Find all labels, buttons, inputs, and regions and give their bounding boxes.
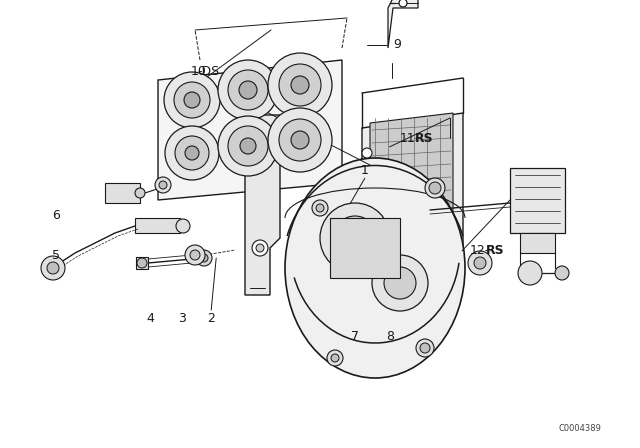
Circle shape (279, 64, 321, 106)
Polygon shape (136, 257, 148, 269)
Text: 1: 1 (361, 164, 369, 177)
Text: RS: RS (486, 244, 504, 258)
Circle shape (228, 70, 268, 110)
Text: 4: 4 (147, 311, 154, 325)
Circle shape (518, 261, 542, 285)
Circle shape (333, 216, 377, 260)
Ellipse shape (285, 158, 465, 378)
Circle shape (279, 119, 321, 161)
Circle shape (555, 266, 569, 280)
Circle shape (331, 354, 339, 362)
Polygon shape (510, 168, 565, 233)
Text: 10: 10 (191, 65, 206, 78)
Circle shape (420, 343, 430, 353)
Circle shape (164, 72, 220, 128)
Text: 9: 9 (393, 38, 401, 52)
Circle shape (416, 339, 434, 357)
Circle shape (218, 116, 278, 176)
Circle shape (316, 204, 324, 212)
Circle shape (291, 131, 309, 149)
Circle shape (372, 255, 428, 311)
Circle shape (291, 76, 309, 94)
Circle shape (47, 262, 59, 274)
Circle shape (196, 250, 212, 266)
Circle shape (135, 188, 145, 198)
Circle shape (327, 350, 343, 366)
Circle shape (468, 251, 492, 275)
Circle shape (320, 203, 390, 273)
Circle shape (268, 108, 332, 172)
FancyBboxPatch shape (330, 218, 400, 278)
Circle shape (399, 0, 407, 7)
Circle shape (155, 177, 171, 193)
Text: 2: 2 (207, 311, 215, 325)
Circle shape (137, 258, 147, 268)
Circle shape (190, 250, 200, 260)
Polygon shape (135, 218, 180, 233)
Polygon shape (158, 60, 342, 200)
Text: 12-: 12- (470, 244, 490, 258)
Circle shape (425, 178, 445, 198)
Circle shape (175, 136, 209, 170)
Circle shape (252, 240, 268, 256)
Circle shape (240, 138, 256, 154)
Circle shape (185, 245, 205, 265)
Text: 7: 7 (351, 329, 359, 343)
Circle shape (384, 267, 416, 299)
Circle shape (429, 182, 441, 194)
Text: -DS: -DS (197, 65, 220, 78)
Text: 6: 6 (52, 208, 60, 222)
Circle shape (176, 219, 190, 233)
Polygon shape (105, 183, 140, 203)
Polygon shape (520, 233, 555, 253)
Circle shape (474, 257, 486, 269)
Text: 3: 3 (179, 311, 186, 325)
Circle shape (200, 254, 208, 262)
Text: 5: 5 (52, 249, 60, 262)
Circle shape (41, 256, 65, 280)
Text: RS: RS (415, 132, 434, 146)
Circle shape (184, 92, 200, 108)
Circle shape (362, 230, 372, 240)
Circle shape (185, 146, 199, 160)
Text: 8: 8 (387, 329, 394, 343)
Polygon shape (388, 0, 418, 48)
Polygon shape (362, 113, 463, 270)
Circle shape (362, 148, 372, 158)
Text: C0004389: C0004389 (559, 423, 602, 432)
Polygon shape (245, 115, 280, 295)
Circle shape (174, 82, 210, 118)
Circle shape (239, 81, 257, 99)
Circle shape (165, 126, 219, 180)
Circle shape (312, 200, 328, 216)
Polygon shape (370, 113, 453, 255)
Circle shape (228, 126, 268, 166)
Circle shape (218, 60, 278, 120)
Circle shape (268, 53, 332, 117)
Circle shape (159, 181, 167, 189)
Circle shape (347, 230, 363, 246)
Circle shape (256, 244, 264, 252)
Text: 11-: 11- (399, 132, 420, 146)
